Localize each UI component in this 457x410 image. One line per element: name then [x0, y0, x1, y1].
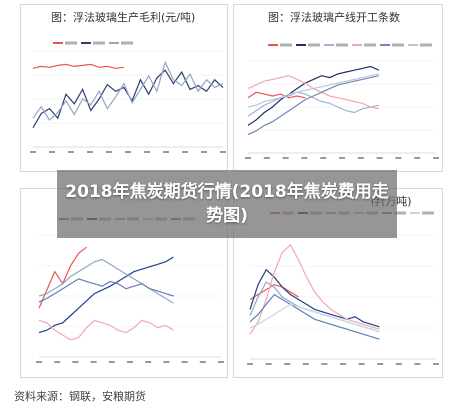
series-line — [249, 283, 299, 301]
legend-label — [308, 43, 320, 47]
legend-label — [65, 41, 77, 45]
x-tick-label — [54, 361, 61, 363]
x-tick-label — [87, 151, 93, 153]
x-tick-label — [340, 363, 346, 365]
x-tick-label — [247, 363, 253, 365]
x-tick-label — [127, 361, 133, 363]
series-line — [249, 293, 380, 340]
x-tick-label — [182, 151, 188, 153]
series-line — [32, 60, 224, 122]
chart-panel-top-right: 图：浮法玻璃产线开工条数 — [233, 4, 443, 172]
article-title: 2018年焦炭期货行情(2018年焦炭费用走势图) — [65, 182, 389, 226]
x-tick-label — [36, 361, 42, 363]
x-tick-label — [68, 151, 74, 153]
chart-canvas — [30, 41, 226, 153]
x-tick-label — [339, 157, 345, 159]
legend-label — [394, 211, 406, 215]
chart-title: 图：浮法玻璃生产毛利(元/吨) — [51, 11, 196, 24]
chart-panel-top-left: 图：浮法玻璃生产毛利(元/吨) — [20, 4, 228, 172]
x-tick-label — [201, 151, 207, 153]
x-tick-label — [181, 361, 188, 363]
x-tick-label — [144, 151, 150, 153]
x-tick-label — [395, 157, 402, 159]
x-tick-label — [72, 361, 79, 363]
series-line — [247, 75, 379, 136]
x-tick-label — [90, 361, 97, 363]
series-line — [38, 256, 174, 334]
x-tick-label — [125, 151, 131, 153]
x-tick-label — [395, 363, 402, 365]
legend-label — [392, 43, 404, 47]
x-tick-label — [220, 151, 226, 153]
x-tick-label — [414, 157, 421, 159]
series-line — [249, 268, 380, 328]
x-tick-label — [265, 363, 272, 365]
x-tick-label — [199, 361, 206, 363]
x-tick-label — [30, 151, 36, 153]
legend-label — [121, 41, 133, 45]
x-tick-label — [284, 363, 291, 365]
series-line — [247, 91, 379, 117]
chart-canvas — [245, 43, 439, 159]
x-tick-label — [302, 363, 309, 365]
x-tick-label — [433, 363, 439, 365]
x-tick-label — [108, 361, 115, 363]
series-line — [247, 73, 379, 108]
x-tick-label — [376, 157, 383, 159]
x-tick-label — [414, 363, 421, 365]
x-tick-label — [282, 157, 289, 159]
x-tick-label — [49, 151, 55, 153]
chart-title: 图：浮法玻璃产线开工条数 — [268, 11, 400, 24]
x-tick-label — [145, 361, 152, 363]
x-tick-label — [320, 157, 327, 159]
x-tick-label — [321, 363, 328, 365]
x-tick-label — [301, 157, 308, 159]
series-line — [32, 63, 124, 69]
x-tick-label — [218, 361, 224, 363]
x-tick-label — [163, 151, 169, 153]
legend-label — [422, 211, 434, 215]
series-line — [38, 278, 174, 303]
series-line — [249, 303, 380, 333]
series-line — [247, 65, 380, 126]
source-note: 资料来源：钢联，安粮期货 — [14, 390, 146, 403]
legend-label — [93, 41, 105, 45]
x-tick-label — [245, 157, 251, 159]
article-title-overlay: 2018年焦炭期货行情(2018年焦炭费用走势图) — [57, 170, 397, 238]
legend-label — [280, 43, 292, 47]
legend-label — [364, 43, 376, 47]
x-tick-label — [358, 363, 365, 365]
series-line — [249, 243, 380, 335]
x-tick-label — [357, 157, 364, 159]
x-tick-label — [433, 157, 439, 159]
x-tick-label — [106, 151, 112, 153]
legend-label — [336, 43, 348, 47]
series-line — [247, 91, 306, 99]
legend-label — [420, 43, 432, 47]
x-tick-label — [377, 363, 384, 365]
x-tick-label — [263, 157, 270, 159]
series-line — [38, 319, 174, 341]
x-tick-label — [163, 361, 170, 363]
